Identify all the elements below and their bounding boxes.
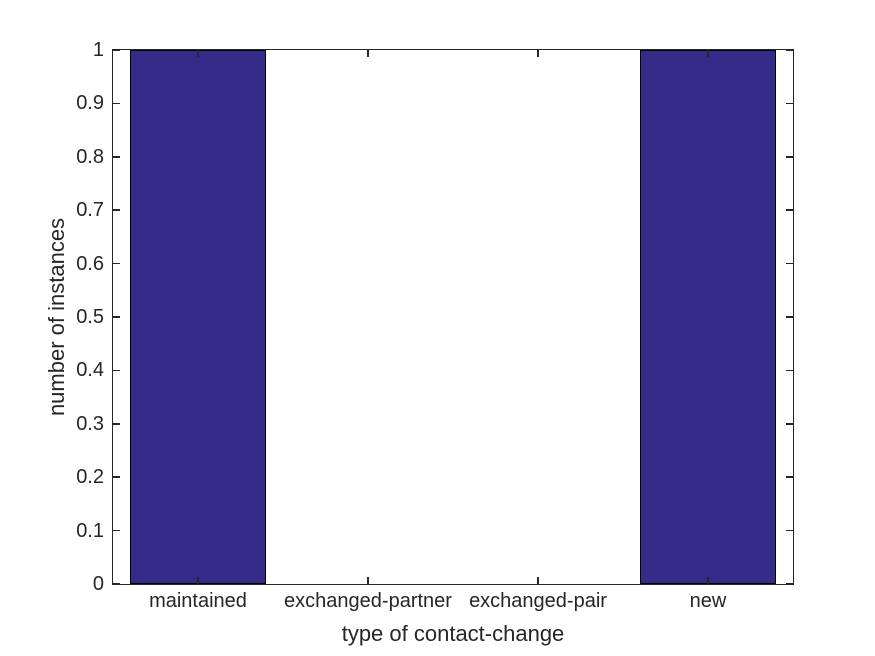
tick-mark <box>707 50 709 57</box>
x-tick-label: maintained <box>149 590 247 612</box>
tick-mark <box>707 577 709 584</box>
tick-mark <box>113 476 120 478</box>
y-tick-label: 0.9 <box>76 92 104 115</box>
tick-mark <box>786 209 793 211</box>
x-tick-label: exchanged-partner <box>284 590 452 612</box>
x-axis-label: type of contact-change <box>341 621 565 646</box>
tick-mark <box>113 583 120 585</box>
tick-mark <box>786 369 793 372</box>
tick-mark <box>786 423 793 425</box>
tick-mark <box>786 316 793 318</box>
y-tick-label: 0.2 <box>76 466 104 489</box>
tick-mark <box>786 583 793 585</box>
tick-mark <box>113 209 120 211</box>
tick-mark <box>786 476 793 478</box>
y-tick-label: 0.8 <box>76 145 104 168</box>
plot-area <box>111 48 794 585</box>
x-tick-label: exchanged-pair <box>469 590 607 612</box>
tick-mark <box>786 262 793 265</box>
tick-mark <box>113 102 120 105</box>
tick-mark <box>367 50 369 57</box>
tick-mark <box>537 50 539 57</box>
tick-mark <box>113 49 120 51</box>
y-tick-label: 0.5 <box>76 306 104 328</box>
y-tick-label: 0 <box>92 573 104 595</box>
tick-mark <box>367 577 369 584</box>
tick-mark <box>197 577 199 584</box>
bar-new <box>640 50 776 584</box>
tick-mark <box>113 156 120 158</box>
tick-mark <box>113 423 120 425</box>
y-tick-label: 0.4 <box>76 359 104 382</box>
y-axis-label: number of instances <box>44 217 69 417</box>
tick-mark <box>786 156 793 158</box>
tick-mark <box>197 50 199 57</box>
tick-mark <box>113 316 120 318</box>
tick-mark <box>786 102 793 105</box>
x-tick-label: new <box>689 590 727 612</box>
y-tick-label: 0.1 <box>76 519 104 542</box>
y-tick-label: 0.6 <box>76 252 104 275</box>
tick-mark <box>113 369 120 372</box>
y-tick-label: 0.7 <box>76 199 104 222</box>
tick-mark <box>537 577 539 584</box>
y-tick-label: 0.3 <box>76 412 104 435</box>
tick-mark <box>113 529 120 532</box>
bar-maintained <box>130 50 266 584</box>
tick-mark <box>786 529 793 532</box>
y-tick-label: 1 <box>92 39 104 61</box>
tick-mark <box>786 49 793 51</box>
tick-mark <box>113 262 120 265</box>
